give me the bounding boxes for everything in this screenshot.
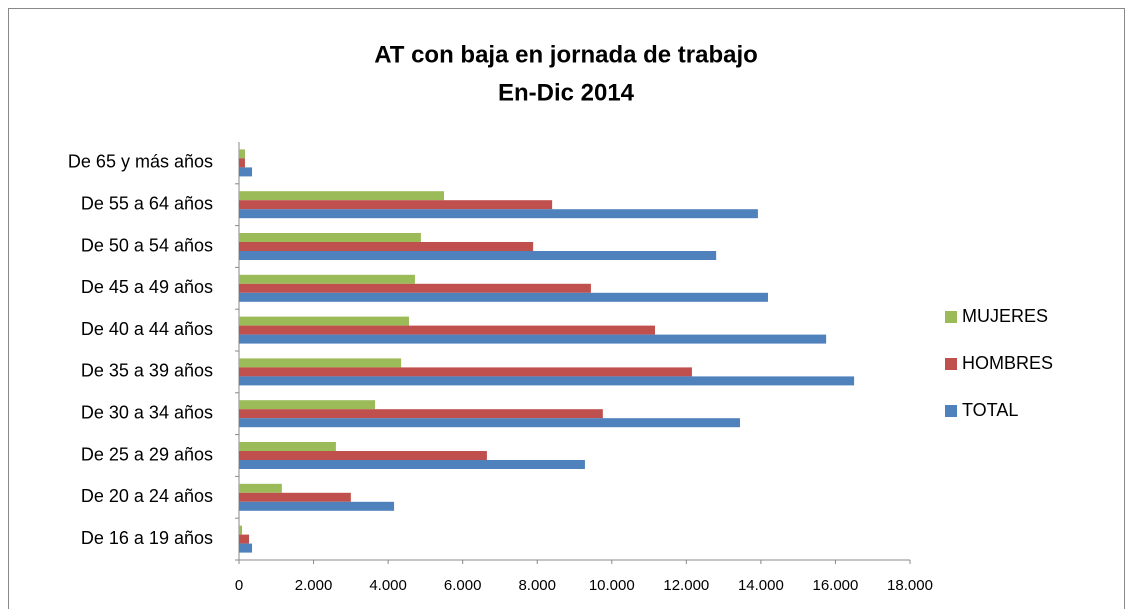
x-tick-label: 10.000 xyxy=(589,577,635,594)
bar xyxy=(239,418,741,428)
x-tick-label: 18.000 xyxy=(887,577,933,594)
bar xyxy=(239,492,351,502)
legend-label: TOTAL xyxy=(962,400,1018,420)
bar xyxy=(239,158,245,168)
bar xyxy=(239,483,282,493)
x-tick-label: 4.000 xyxy=(369,577,407,594)
y-tick-label: De 35 a 39 años xyxy=(81,361,213,381)
bar xyxy=(239,233,421,242)
bar xyxy=(239,149,245,159)
chart-border xyxy=(8,8,1125,609)
bar xyxy=(239,191,445,201)
x-tick-label: 0 xyxy=(235,577,243,594)
bar xyxy=(239,292,768,302)
bar xyxy=(239,376,855,386)
bar xyxy=(239,325,656,335)
x-tick-label: 2.000 xyxy=(295,577,333,594)
x-tick-label: 12.000 xyxy=(663,577,709,594)
legend-label: MUJERES xyxy=(962,306,1048,326)
y-tick-label: De 65 y más años xyxy=(68,152,213,172)
y-tick-label: De 20 a 24 años xyxy=(81,486,213,506)
bar xyxy=(239,242,534,251)
bar xyxy=(239,200,553,210)
y-tick-label: De 50 a 54 años xyxy=(81,235,213,255)
y-tick-label: De 30 a 34 años xyxy=(81,402,213,422)
bar xyxy=(239,525,242,535)
chart-subtitle: En-Dic 2014 xyxy=(498,79,635,106)
y-tick-label: De 45 a 49 años xyxy=(81,277,213,297)
legend-swatch xyxy=(945,311,957,323)
x-tick-label: 14.000 xyxy=(738,577,784,594)
bar xyxy=(239,451,487,460)
legend-label: HOMBRES xyxy=(962,353,1053,373)
y-tick-label: De 25 a 29 años xyxy=(81,444,213,464)
bar xyxy=(239,358,402,368)
bar xyxy=(239,400,376,410)
bar xyxy=(239,334,827,344)
bar xyxy=(239,367,692,377)
bar xyxy=(239,251,717,260)
bar xyxy=(239,534,250,544)
bar xyxy=(239,409,603,419)
y-tick-label: De 40 a 44 años xyxy=(81,319,213,339)
bar xyxy=(239,209,758,219)
bar xyxy=(239,501,395,511)
legend-swatch xyxy=(945,405,957,417)
bar xyxy=(239,543,253,553)
x-tick-label: 16.000 xyxy=(812,577,858,594)
y-tick-label: De 55 a 64 años xyxy=(81,193,213,213)
bar xyxy=(239,442,336,451)
y-tick-label: De 16 a 19 años xyxy=(81,528,213,548)
x-tick-label: 8.000 xyxy=(518,577,556,594)
bar xyxy=(239,460,585,469)
legend-swatch xyxy=(945,358,957,370)
bar xyxy=(239,316,409,326)
x-tick-label: 6.000 xyxy=(444,577,482,594)
bar xyxy=(239,167,253,177)
chart-title: AT con baja en jornada de trabajo xyxy=(374,41,758,68)
bar xyxy=(239,274,415,284)
bar xyxy=(239,283,591,293)
